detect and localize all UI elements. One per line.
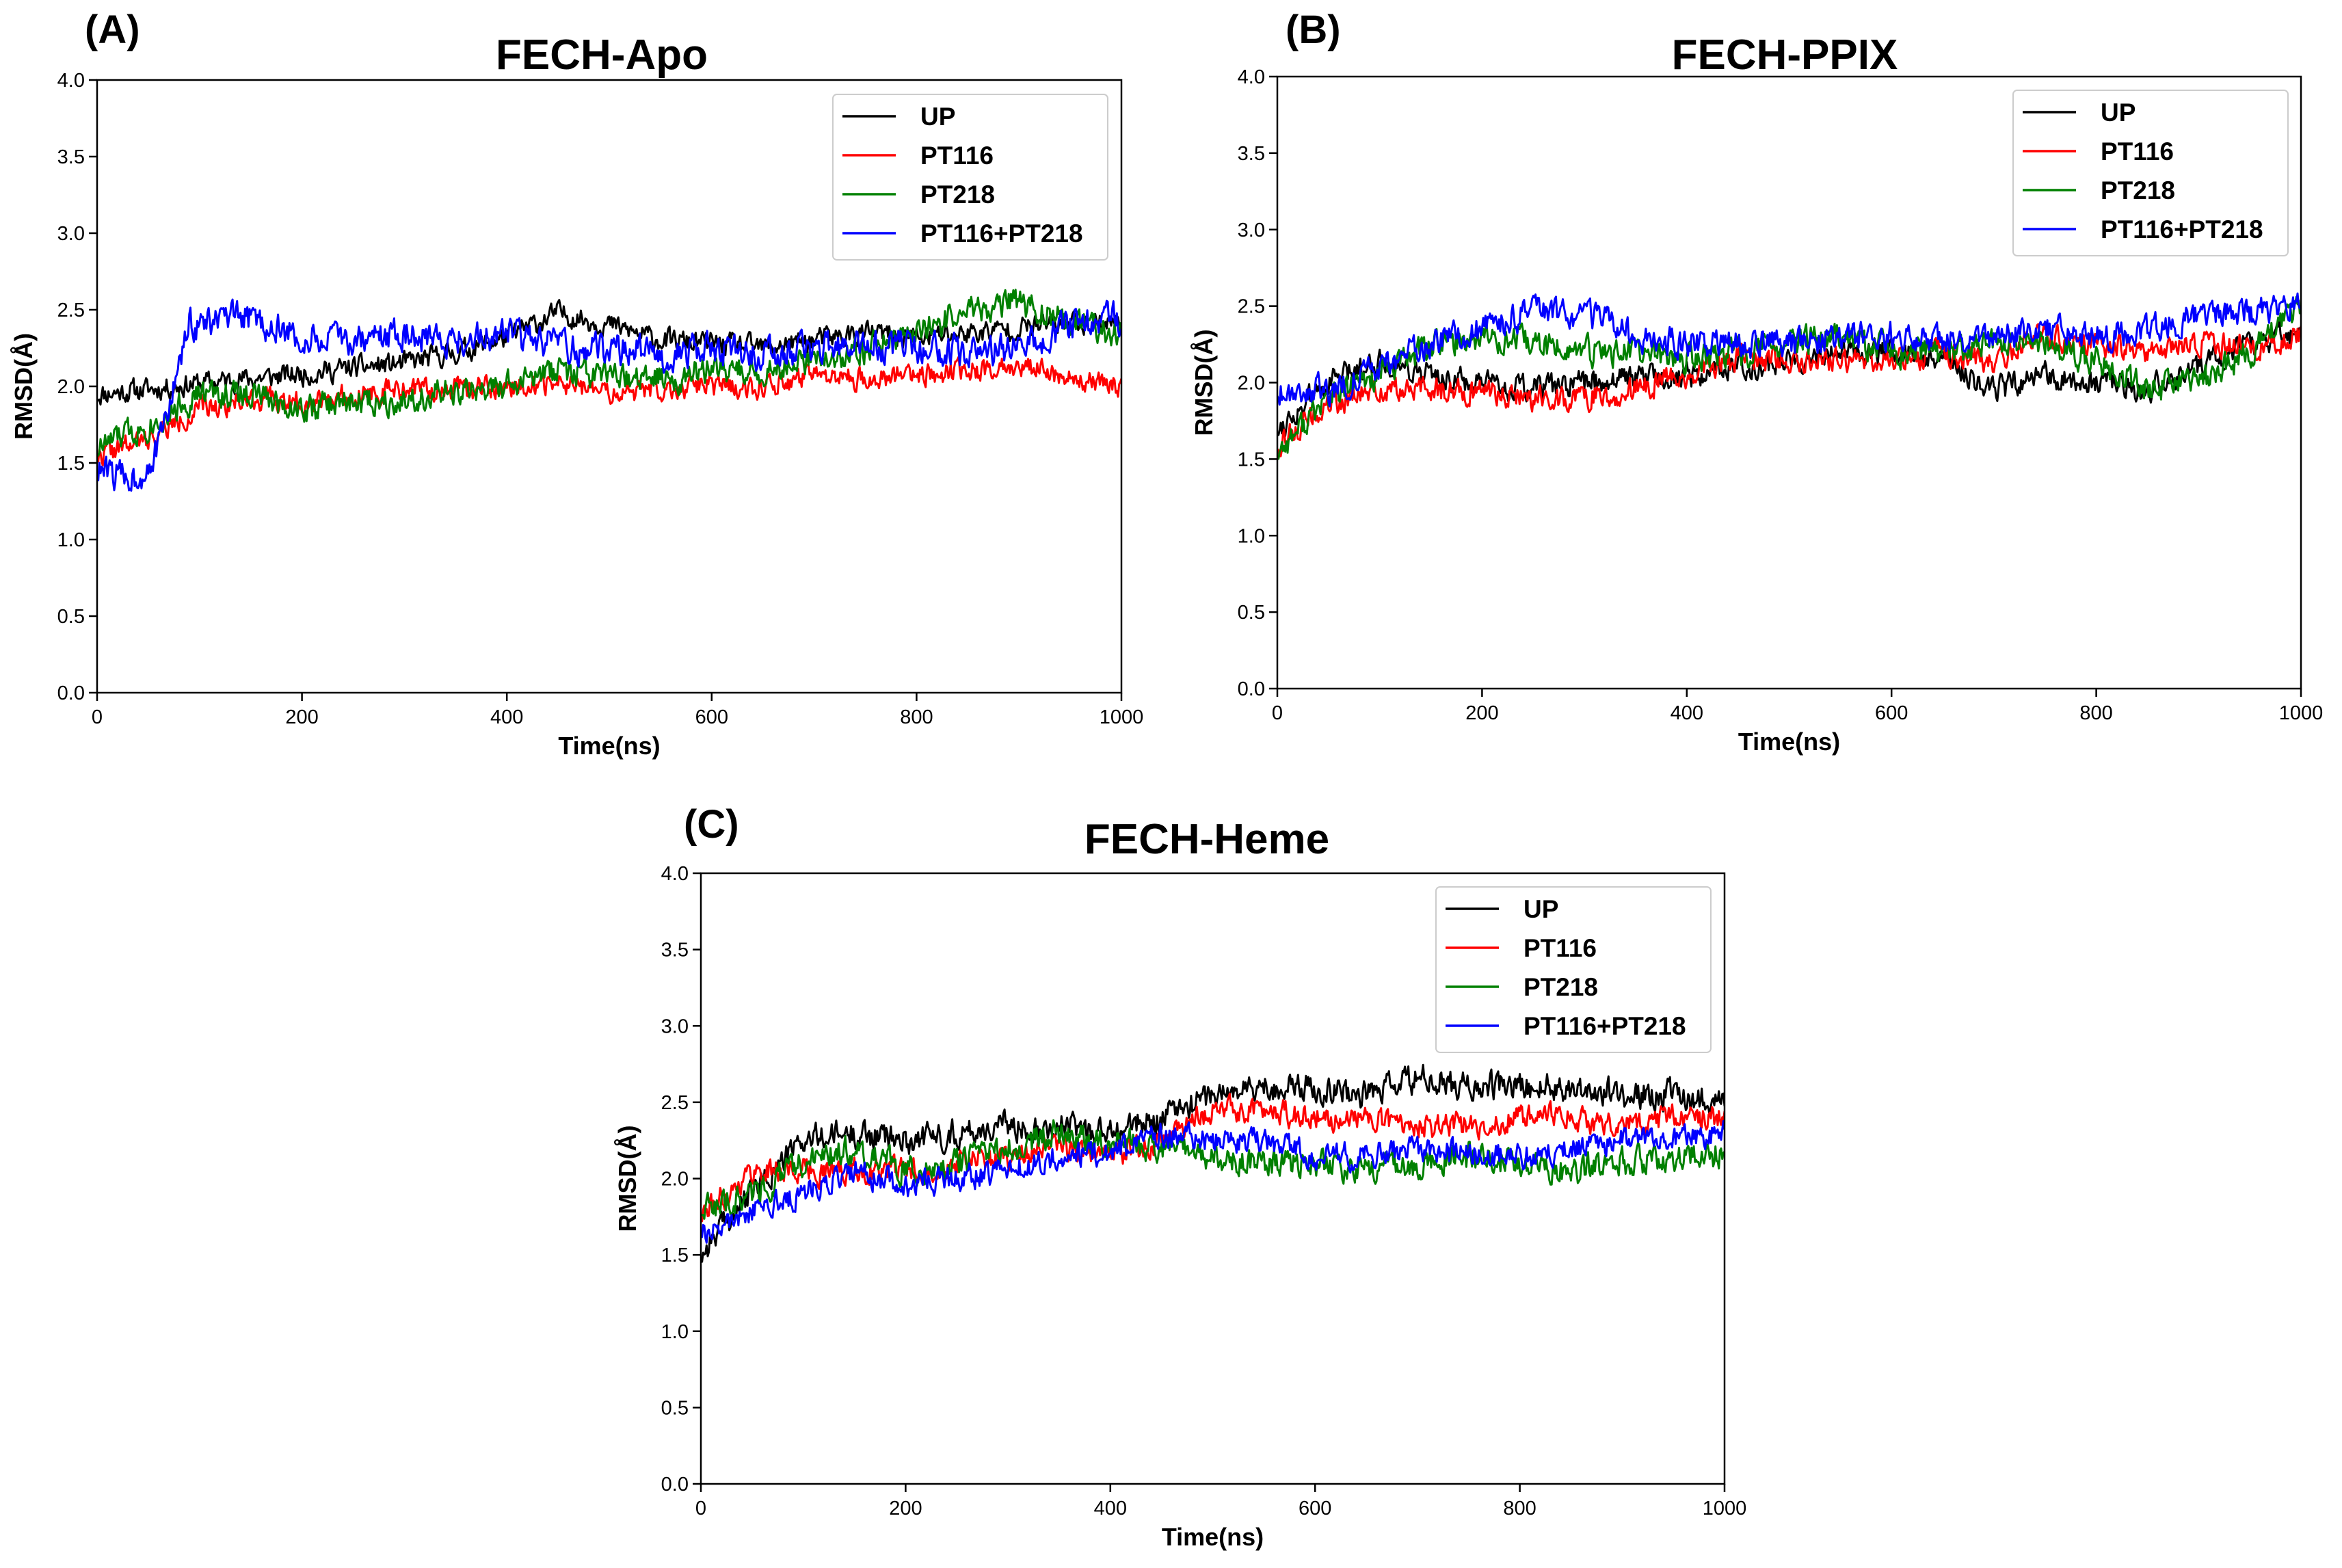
panel-label: (B) xyxy=(1286,8,1341,52)
x-tick-label: 0 xyxy=(92,706,103,728)
x-tick-label: 400 xyxy=(490,706,523,728)
legend-label: PT218 xyxy=(1523,973,1598,1001)
x-tick-label: 200 xyxy=(1465,702,1498,724)
y-tick-label: 0.5 xyxy=(661,1397,689,1419)
legend-label: PT116 xyxy=(1523,934,1597,962)
chart-title: FECH-Apo xyxy=(496,31,708,79)
x-tick-label: 800 xyxy=(900,706,933,728)
y-tick-label: 1.5 xyxy=(1238,449,1265,470)
x-tick-label: 800 xyxy=(1503,1498,1536,1519)
panel-label: (C) xyxy=(684,802,739,847)
x-axis-label: Time(ns) xyxy=(558,732,660,760)
y-axis-label: RMSD(Å) xyxy=(1190,330,1218,436)
x-axis-label: Time(ns) xyxy=(1738,728,1840,756)
y-tick-label: 4.0 xyxy=(661,863,689,885)
x-tick-label: 0 xyxy=(1272,702,1283,724)
x-tick-label: 400 xyxy=(1671,702,1703,724)
y-tick-label: 2.0 xyxy=(661,1169,689,1191)
y-tick-label: 2.0 xyxy=(57,376,85,398)
y-tick-label: 3.0 xyxy=(661,1015,689,1037)
y-tick-label: 2.5 xyxy=(1238,296,1265,318)
panel-label: (A) xyxy=(85,8,140,52)
legend: UP PT116 PT218 PT116+PT218 xyxy=(2012,90,2289,256)
y-tick-label: 0.5 xyxy=(57,606,85,628)
y-axis-label: RMSD(Å) xyxy=(613,1126,641,1232)
legend-box xyxy=(1435,886,1712,1053)
legend-label: UP xyxy=(2101,98,2135,127)
x-tick-label: 600 xyxy=(1875,702,1908,724)
y-tick-label: 0.5 xyxy=(1238,602,1265,624)
legend-label: PT116+PT218 xyxy=(920,220,1083,248)
x-tick-label: 1000 xyxy=(1100,706,1144,728)
series-line-pt116-pt218 xyxy=(701,1119,1725,1244)
y-tick-label: 2.0 xyxy=(1238,373,1265,395)
y-tick-label: 0.0 xyxy=(661,1474,689,1496)
legend-label: PT116 xyxy=(2101,137,2174,165)
y-tick-label: 1.0 xyxy=(661,1321,689,1343)
series-line-up xyxy=(97,299,1121,406)
legend: UP PT116 PT218 PT116+PT218 xyxy=(832,94,1108,261)
x-tick-label: 800 xyxy=(2079,702,2112,724)
legend-label: PT116+PT218 xyxy=(1523,1012,1686,1040)
chart-title: FECH-Heme xyxy=(1084,816,1330,863)
legend-box xyxy=(2012,90,2289,256)
series-line-up xyxy=(701,1063,1725,1263)
legend-label: UP xyxy=(1523,895,1558,923)
y-tick-label: 0.0 xyxy=(1238,678,1265,700)
series-line-pt116-pt218 xyxy=(97,298,1121,492)
legend: UP PT116 PT218 PT116+PT218 xyxy=(1435,886,1712,1053)
chart-title: FECH-PPIX xyxy=(1671,31,1898,79)
y-tick-label: 2.5 xyxy=(661,1092,689,1114)
legend-label: PT218 xyxy=(920,181,995,209)
x-tick-label: 200 xyxy=(285,706,318,728)
x-tick-label: 600 xyxy=(1299,1498,1331,1519)
legend-label: PT116+PT218 xyxy=(2101,215,2263,243)
y-tick-label: 4.0 xyxy=(57,70,85,92)
chart-c: 0 200 400 600 800 1000 0.0 0.5 1.0 1.5 2.0 2.5 3.0 3.… xyxy=(613,863,1746,1551)
series-line-pt116-pt218 xyxy=(1277,292,2301,408)
x-tick-label: 1000 xyxy=(2279,702,2324,724)
y-tick-label: 1.0 xyxy=(1238,525,1265,547)
y-tick-label: 0.0 xyxy=(57,682,85,704)
y-tick-label: 1.5 xyxy=(661,1245,689,1266)
x-tick-label: 600 xyxy=(695,706,728,728)
y-tick-label: 3.0 xyxy=(57,223,85,245)
legend-label: PT218 xyxy=(2101,176,2175,204)
legend-box xyxy=(832,94,1108,261)
y-tick-label: 1.5 xyxy=(57,453,85,475)
y-tick-label: 3.5 xyxy=(57,146,85,168)
legend-label: UP xyxy=(920,103,955,131)
y-tick-label: 1.0 xyxy=(57,529,85,551)
y-tick-label: 3.5 xyxy=(1238,143,1265,165)
legend-label: PT116 xyxy=(920,142,994,170)
x-tick-label: 200 xyxy=(889,1498,922,1519)
series-line-pt218 xyxy=(97,289,1121,457)
y-tick-label: 4.0 xyxy=(1238,66,1265,88)
chart-b: 0 200 400 600 800 1000 0.0 0.5 1.0 1.5 2.0 2.5 3.0 3.… xyxy=(1190,66,2323,756)
x-tick-label: 0 xyxy=(695,1498,706,1519)
y-tick-label: 3.0 xyxy=(1238,220,1265,241)
x-axis-label: Time(ns) xyxy=(1162,1523,1264,1551)
x-tick-label: 400 xyxy=(1094,1498,1127,1519)
x-tick-label: 1000 xyxy=(1703,1498,1747,1519)
y-tick-label: 3.5 xyxy=(661,940,689,961)
series-line-pt116 xyxy=(1277,323,2301,457)
series-line-pt116 xyxy=(97,356,1121,467)
y-tick-label: 2.5 xyxy=(57,300,85,321)
chart-a: 0 200 400 600 800 1000 0.0 0.5 1.0 1.5 2.0 2.5 3.0 3.… xyxy=(10,70,1143,760)
y-axis-label: RMSD(Å) xyxy=(10,333,38,440)
